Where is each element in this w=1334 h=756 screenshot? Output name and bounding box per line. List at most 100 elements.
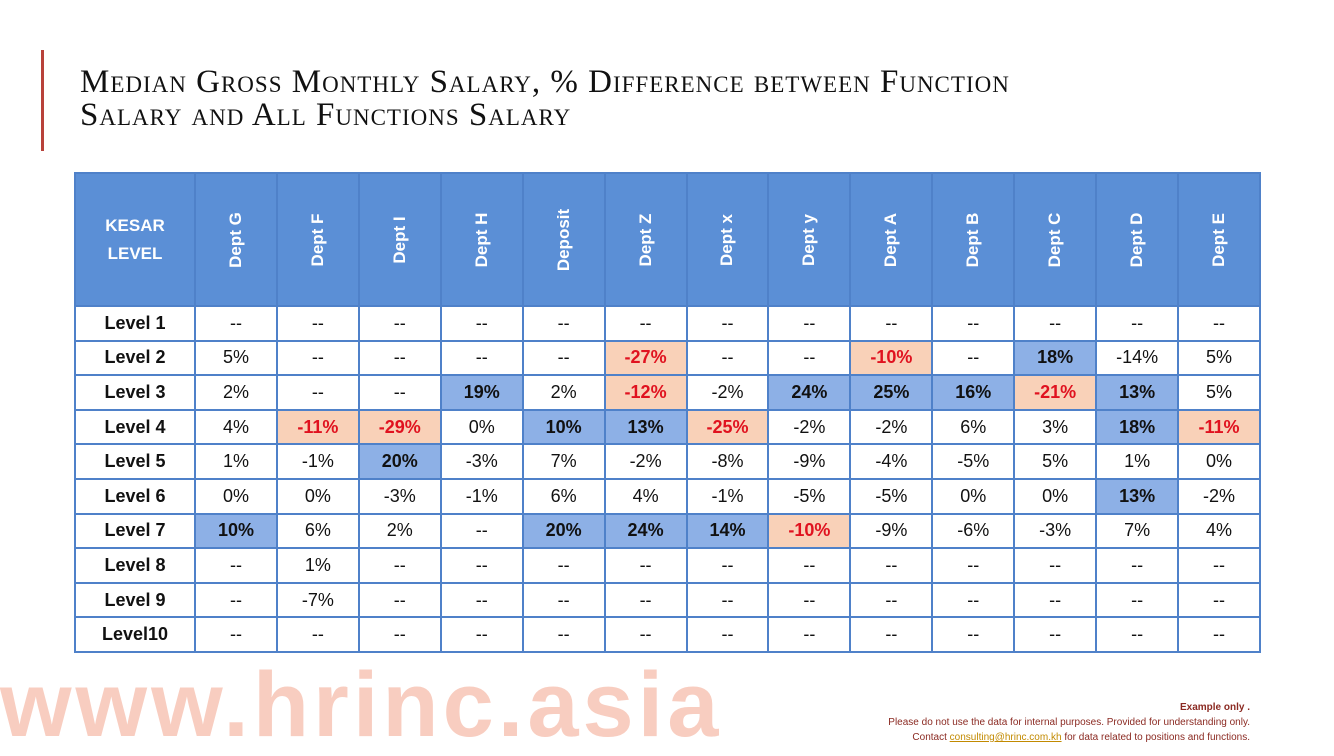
- table-cell: 4%: [1177, 512, 1261, 550]
- table-cell: 19%: [439, 374, 524, 411]
- table-cell: --: [1013, 616, 1098, 653]
- table-cell: 18%: [1095, 408, 1180, 446]
- table-cell: 5%: [194, 339, 278, 377]
- table-cell: 14%: [685, 512, 770, 550]
- footer-contact-prefix: Contact: [912, 732, 950, 743]
- table-cell: --: [439, 547, 524, 584]
- column-header: Dept H: [439, 172, 524, 307]
- table-cell: --: [931, 616, 1016, 653]
- table-cell: --: [849, 547, 934, 584]
- salary-difference-table: KESAR LEVEL Dept G Dept F Dept I Dept H Depo…: [74, 172, 1261, 653]
- row-label: Level 8: [74, 547, 196, 584]
- column-header: Dept I: [357, 172, 442, 307]
- footer-example-note: Example only .: [1179, 702, 1250, 713]
- table-cell: --: [767, 581, 852, 619]
- table-cell: -1%: [439, 477, 524, 515]
- table-cell: --: [849, 616, 934, 653]
- table-cell: 25%: [849, 374, 934, 411]
- table-cell: --: [931, 547, 1016, 584]
- table-row: Level 6 0% 0% -3% -1% 6% 4% -1% -5% -5% 0% 0% 13% -2%: [74, 477, 1261, 515]
- table-cell: -1%: [275, 443, 360, 480]
- table-cell: 6%: [275, 512, 360, 550]
- column-header: Dept E: [1177, 172, 1261, 307]
- column-header-label: Dept D: [1127, 212, 1147, 267]
- table-cell: 16%: [931, 374, 1016, 411]
- table-cell: 0%: [275, 477, 360, 515]
- table-cell: -11%: [275, 408, 360, 446]
- table-cell: --: [357, 547, 442, 584]
- row-label: Level 5: [74, 443, 196, 480]
- contact-email-link[interactable]: consulting@hrinc.com.kh: [949, 732, 1062, 743]
- table-cell: 10%: [521, 408, 606, 446]
- table-cell: --: [1177, 581, 1261, 619]
- table-cell: 4%: [603, 477, 688, 515]
- row-label: Level 2: [74, 339, 196, 377]
- table-cell: --: [439, 581, 524, 619]
- table-cell: --: [1013, 581, 1098, 619]
- table-cell: 18%: [1013, 339, 1098, 377]
- table-cell: 7%: [1095, 512, 1180, 550]
- table-cell: --: [685, 339, 770, 377]
- row-label: Level 1: [74, 305, 196, 342]
- header-row: KESAR LEVEL Dept G Dept F Dept I Dept H Depo…: [74, 172, 1261, 307]
- column-header: Dept A: [849, 172, 934, 307]
- table-cell: --: [521, 581, 606, 619]
- table-cell: --: [767, 305, 852, 342]
- table-cell: --: [1095, 616, 1180, 653]
- corner-header-line-2: LEVEL: [107, 243, 163, 263]
- table-cell: --: [275, 374, 360, 411]
- table-cell: 0%: [931, 477, 1016, 515]
- table-cell: 20%: [521, 512, 606, 550]
- table-cell: --: [849, 581, 934, 619]
- column-header: Dept x: [685, 172, 770, 307]
- table-cell: -1%: [685, 477, 770, 515]
- table-cell: 4%: [194, 408, 278, 446]
- table-cell: --: [603, 305, 688, 342]
- column-header-label: Dept x: [717, 213, 737, 266]
- table-cell: -5%: [849, 477, 934, 515]
- table-cell: --: [521, 547, 606, 584]
- table-cell: -21%: [1013, 374, 1098, 411]
- table-cell: --: [357, 305, 442, 342]
- table-cell: 24%: [603, 512, 688, 550]
- column-header-label: Deposit: [553, 208, 573, 271]
- table-cell: 2%: [194, 374, 278, 411]
- title-line-2: Salary and All Functions Salary: [80, 97, 572, 133]
- table-cell: 13%: [1095, 374, 1180, 411]
- column-header-label: Dept H: [471, 212, 491, 267]
- table-row: Level 9 -- -7% -- -- -- -- -- -- -- -- -- -- --: [74, 581, 1261, 619]
- table-cell: 7%: [521, 443, 606, 480]
- table-cell: --: [439, 339, 524, 377]
- table-cell: --: [1095, 547, 1180, 584]
- table-row: Level 1 -- -- -- -- -- -- -- -- -- -- -- -- --: [74, 305, 1261, 342]
- table-cell: --: [931, 581, 1016, 619]
- table-cell: -3%: [439, 443, 524, 480]
- table-cell: -9%: [767, 443, 852, 480]
- table-cell: --: [357, 581, 442, 619]
- table-cell: -9%: [849, 512, 934, 550]
- table-cell: --: [1013, 547, 1098, 584]
- column-header: Dept Z: [603, 172, 688, 307]
- column-header: Dept B: [931, 172, 1016, 307]
- table-cell: 6%: [521, 477, 606, 515]
- table-cell: -2%: [1177, 477, 1261, 515]
- table-cell: --: [1013, 305, 1098, 342]
- page-title: Median Gross Monthly Salary, % Differenc…: [80, 66, 1280, 132]
- table-cell: --: [521, 305, 606, 342]
- table-cell: --: [439, 512, 524, 550]
- corner-header-line-1: KESAR: [105, 215, 165, 235]
- table-row: Level 7 10% 6% 2% -- 20% 24% 14% -10% -9% -6% -3% 7%…: [74, 512, 1261, 550]
- column-header: Deposit: [521, 172, 606, 307]
- table-cell: -6%: [931, 512, 1016, 550]
- column-header-label: Dept I: [389, 215, 409, 264]
- table-cell: 5%: [1013, 443, 1098, 480]
- table-cell: 20%: [357, 443, 442, 480]
- table-cell: --: [685, 581, 770, 619]
- table-cell: --: [275, 616, 360, 653]
- table-cell: 5%: [1177, 374, 1261, 411]
- table-cell: --: [439, 305, 524, 342]
- table-row: Level 8 -- 1% -- -- -- -- -- -- -- -- -- -- --: [74, 547, 1261, 584]
- table-cell: --: [275, 339, 360, 377]
- table-cell: -2%: [685, 374, 770, 411]
- table-cell: 1%: [1095, 443, 1180, 480]
